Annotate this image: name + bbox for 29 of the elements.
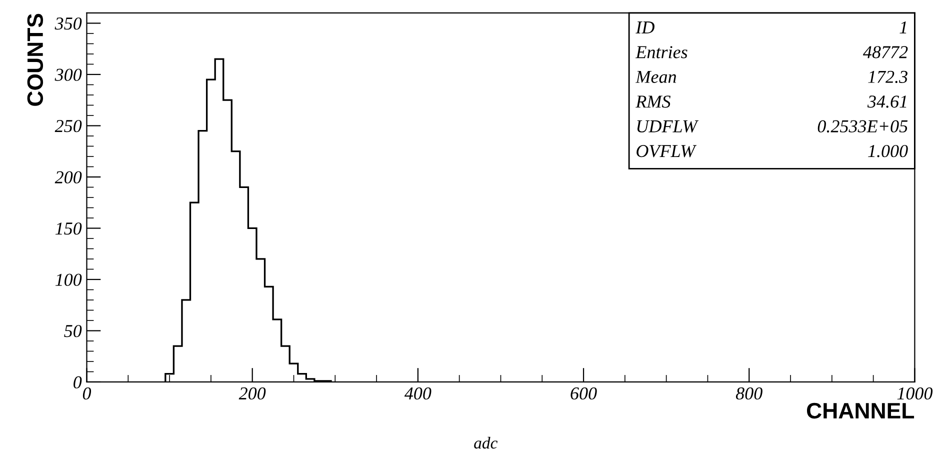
y-tick-label: 350 bbox=[54, 17, 82, 30]
y-tick-label: 150 bbox=[55, 222, 82, 235]
annotation: OVFLW bbox=[636, 145, 697, 158]
annotation: 0.2533E+05 bbox=[818, 120, 908, 133]
y-tick-label: 100 bbox=[55, 274, 82, 286]
x-tick-label: 800 bbox=[736, 387, 762, 400]
y-tick-label: 300 bbox=[54, 68, 82, 81]
x-axis-title: CHANNEL bbox=[806, 402, 914, 419]
annotation: 1.000 bbox=[868, 144, 908, 158]
annotation: 48772 bbox=[862, 46, 908, 58]
annotation: ID bbox=[636, 22, 654, 34]
y-tick-label: 200 bbox=[54, 171, 82, 184]
y-axis-title: COUNTS bbox=[27, 14, 44, 106]
x-tick-label: 0 bbox=[82, 387, 92, 400]
annotation: RMS bbox=[636, 96, 670, 108]
annotation: 172.3 bbox=[868, 70, 908, 84]
annotation: 34.61 bbox=[867, 96, 906, 108]
text: adc bbox=[474, 436, 498, 449]
y-tick-label: 0 bbox=[74, 376, 82, 388]
x-tick-label: 200 bbox=[238, 387, 266, 400]
y-tick-label: 50 bbox=[64, 324, 82, 338]
annotation: UDFLW bbox=[637, 120, 699, 133]
annotation: Mean bbox=[635, 70, 676, 83]
x-tick-label: 1000 bbox=[897, 387, 933, 400]
x-tick-label: 600 bbox=[570, 387, 597, 400]
y-tick-label: 250 bbox=[54, 120, 82, 132]
annotation: 1 bbox=[900, 21, 906, 34]
x-tick-label: 400 bbox=[404, 387, 432, 400]
annotation: Entries bbox=[635, 46, 688, 58]
